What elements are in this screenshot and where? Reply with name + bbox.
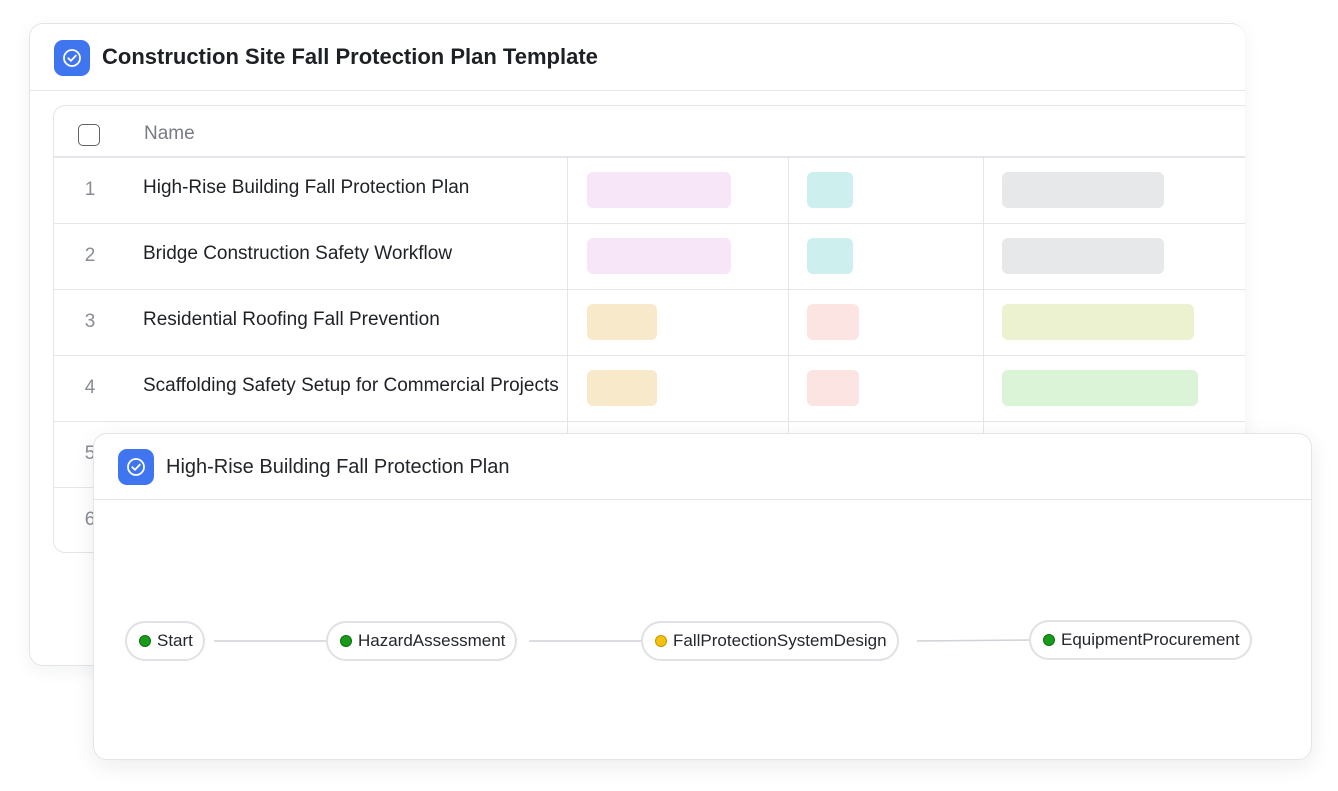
template-card-header: Construction Site Fall Protection Plan T…: [30, 24, 1245, 91]
node-label: FallProtectionSystemDesign: [673, 631, 887, 650]
table-row[interactable]: 4 Scaffolding Safety Setup for Commercia…: [54, 355, 1245, 422]
row-number: 4: [84, 377, 96, 398]
workflow-node-hazard-assessment[interactable]: HazardAssessment: [326, 621, 518, 661]
status-dot: [655, 635, 667, 647]
template-table: Name 1 High-Rise Building Fall Protectio…: [53, 105, 1245, 553]
row-name[interactable]: Residential Roofing Fall Prevention: [143, 309, 440, 330]
row-number: 1: [84, 179, 96, 200]
workflow-title: High-Rise Building Fall Protection Plan: [166, 456, 510, 478]
tag-placeholder: [807, 238, 853, 274]
tag-placeholder: [1002, 238, 1164, 274]
status-dot: [139, 635, 151, 647]
status-dot: [340, 635, 352, 647]
row-number: 5: [84, 443, 96, 464]
table-header: Name: [54, 106, 1245, 158]
node-label: Start: [157, 631, 193, 650]
tag-placeholder: [807, 370, 859, 406]
workflow-node-equipment-procurement[interactable]: EquipmentProcurement: [1029, 620, 1252, 660]
tag-placeholder: [587, 238, 731, 274]
tag-placeholder: [1002, 370, 1198, 406]
row-name[interactable]: High-Rise Building Fall Protection Plan: [143, 177, 470, 198]
node-label: HazardAssessment: [358, 631, 506, 650]
status-dot: [1043, 634, 1055, 646]
node-label: EquipmentProcurement: [1061, 630, 1240, 649]
tag-placeholder: [1002, 304, 1194, 340]
row-number: 6: [84, 509, 96, 530]
table-row[interactable]: 6: [54, 487, 1245, 552]
row-number: 2: [84, 245, 96, 266]
check-circle-icon: [118, 449, 154, 485]
workflow-card-header: High-Rise Building Fall Protection Plan: [94, 434, 1311, 500]
tag-placeholder: [1002, 172, 1164, 208]
table-row[interactable]: 2 Bridge Construction Safety Workflow: [54, 223, 1245, 290]
workflow-node-fall-protection-system-design[interactable]: FallProtectionSystemDesign: [641, 621, 899, 661]
tag-placeholder: [587, 370, 657, 406]
workflow-node-start[interactable]: Start: [125, 621, 205, 661]
tag-placeholder: [807, 172, 853, 208]
column-header-name: Name: [144, 123, 195, 144]
page-title: Construction Site Fall Protection Plan T…: [102, 44, 598, 69]
row-number: 3: [84, 311, 96, 332]
table-row[interactable]: 3 Residential Roofing Fall Prevention: [54, 289, 1245, 356]
select-all-checkbox[interactable]: [78, 124, 100, 146]
row-name[interactable]: Bridge Construction Safety Workflow: [143, 243, 453, 264]
workflow-card: High-Rise Building Fall Protection Plan …: [93, 433, 1312, 760]
tag-placeholder: [587, 172, 731, 208]
check-circle-icon: [54, 40, 90, 76]
row-name[interactable]: Scaffolding Safety Setup for Commercial …: [143, 375, 559, 396]
tag-placeholder: [807, 304, 859, 340]
tag-placeholder: [587, 304, 657, 340]
workflow-connectors: [214, 639, 1031, 642]
table-row[interactable]: 1 High-Rise Building Fall Protection Pla…: [54, 157, 1245, 224]
